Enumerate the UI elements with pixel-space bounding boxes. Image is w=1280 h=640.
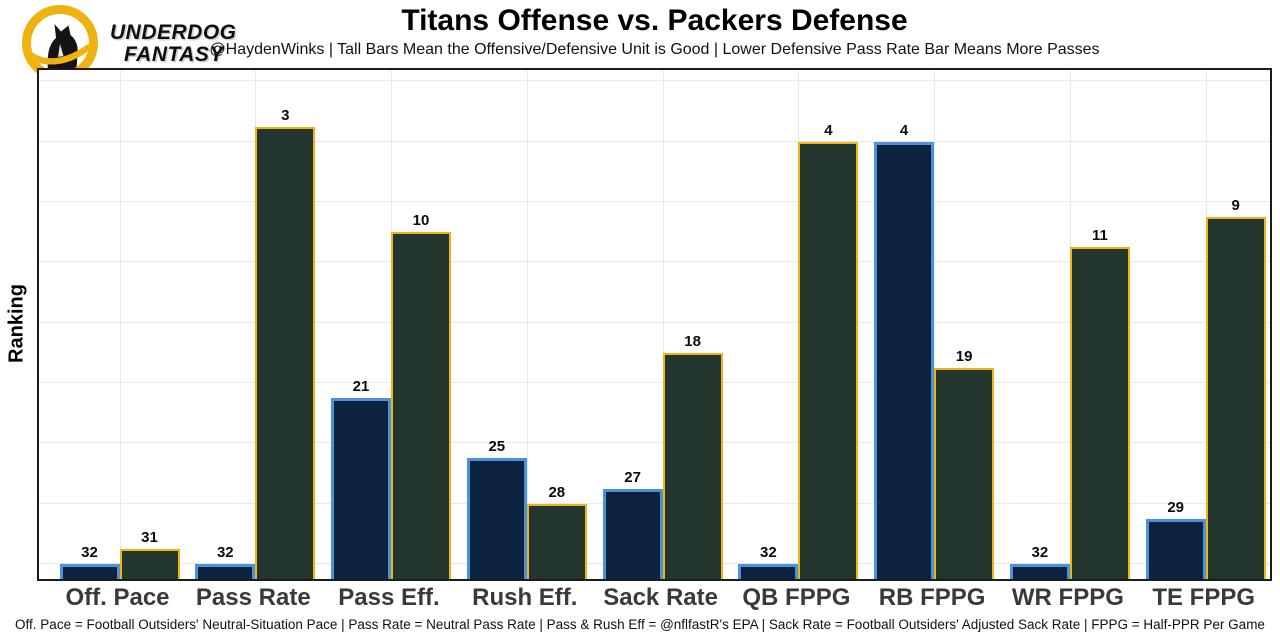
x-tick-label: TE FPPG — [1152, 584, 1256, 611]
grid-line-vertical — [119, 70, 121, 579]
grid-line-horizontal — [39, 442, 1270, 444]
bar-value-label: 4 — [824, 121, 833, 139]
offense-bar — [738, 563, 799, 579]
grid-line-horizontal — [39, 381, 1270, 383]
x-tick-label: Pass Eff. — [338, 584, 440, 611]
offense-bar — [1009, 563, 1070, 579]
x-tick-label: Sack Rate — [603, 584, 718, 611]
grid-line-vertical — [662, 70, 664, 579]
bar-value-label: 32 — [81, 543, 98, 561]
bar-value-label: 32 — [760, 543, 777, 561]
x-tick-label: Rush Eff. — [472, 584, 578, 611]
y-axis-label: Ranking — [5, 284, 28, 363]
underdog-fantasy-logo: UNDERDOG FANTASY — [22, 5, 237, 81]
bar-value-label: 19 — [955, 347, 973, 365]
grid-line-horizontal — [39, 140, 1270, 142]
defense-bar — [255, 126, 316, 579]
grid-line-horizontal — [39, 261, 1270, 263]
defense-bar — [798, 141, 859, 579]
offense-bar — [1145, 518, 1206, 579]
bar-value-label: 10 — [412, 212, 430, 230]
defense-bar — [391, 232, 451, 579]
grid-line-horizontal — [39, 321, 1270, 323]
defense-bar — [526, 503, 587, 579]
brand-wordmark: UNDERDOG FANTASY — [110, 22, 237, 65]
grid-line-vertical — [526, 70, 528, 579]
offense-bar — [331, 398, 391, 579]
grid-line-horizontal — [39, 80, 1270, 82]
x-tick-label: Pass Rate — [195, 584, 311, 611]
grid-line-horizontal — [39, 201, 1270, 202]
grid-line-vertical — [934, 70, 936, 579]
defense-bar — [1205, 217, 1266, 579]
offense-bar — [195, 563, 256, 579]
bar-value-label: 3 — [281, 106, 290, 124]
bar-value-label: 25 — [488, 438, 506, 456]
footnote: Off. Pace = Football Outsiders' Neutral-… — [15, 617, 1265, 632]
dog-icon — [22, 5, 98, 81]
defense-bar — [1069, 247, 1130, 579]
dog-silhouette-icon — [31, 24, 89, 70]
brand-line1: UNDERDOG — [110, 20, 237, 44]
bar-value-label: 28 — [548, 483, 566, 501]
bar-value-label: 32 — [1031, 543, 1049, 561]
offense-bar — [466, 458, 527, 579]
bar-value-label: 31 — [141, 528, 158, 546]
offense-bar — [874, 141, 935, 579]
x-tick-label: Off. Pace — [65, 584, 170, 611]
bar-value-label: 27 — [624, 468, 641, 486]
bar-value-label: 21 — [352, 378, 370, 395]
plot-area: 32 31 32 3 21 10 25 28 27 18 32 4 4 19 32 11 29 9 — [37, 68, 1272, 581]
defense-bar — [662, 352, 723, 579]
x-tick-label: QB FPPG — [742, 584, 851, 611]
x-tick-label: WR FPPG — [1011, 584, 1124, 611]
bar-value-label: 9 — [1231, 197, 1240, 215]
bar-value-label: 18 — [684, 332, 701, 350]
bar-value-label: 29 — [1167, 498, 1185, 516]
defense-bar — [934, 367, 995, 579]
page-subtitle: @HaydenWinks | Tall Bars Mean the Offens… — [209, 41, 1100, 58]
bar-value-label: 32 — [216, 543, 234, 561]
bar-value-label: 4 — [899, 121, 909, 139]
x-tick-label: RB FPPG — [878, 584, 986, 611]
page-title: Titans Offense vs. Packers Defense — [401, 4, 908, 37]
offense-bar — [602, 488, 663, 579]
offense-bar — [59, 563, 120, 579]
defense-bar — [119, 548, 180, 579]
brand-line2: FANTASY — [124, 42, 224, 66]
bar-value-label: 11 — [1091, 227, 1108, 245]
